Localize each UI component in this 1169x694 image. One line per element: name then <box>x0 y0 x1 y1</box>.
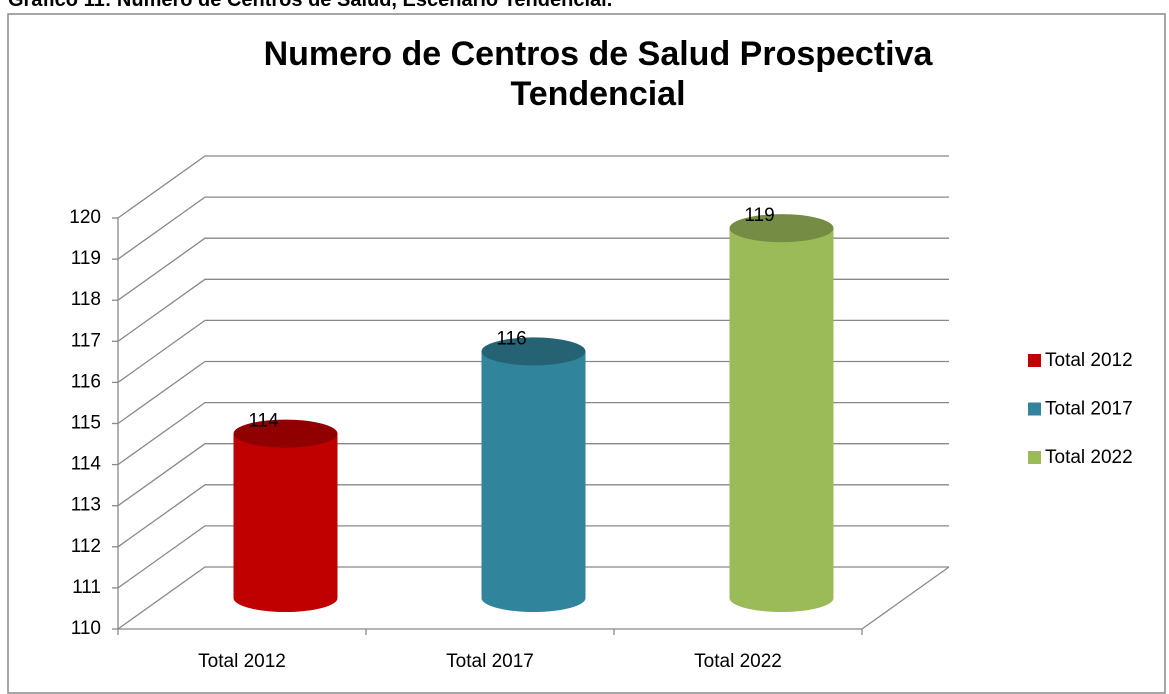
y-tick-label: 113 <box>71 495 101 516</box>
bar-top <box>233 419 338 448</box>
legend-swatch <box>1028 354 1041 367</box>
legend-label: Total 2017 <box>1045 399 1133 420</box>
value-label: 116 <box>496 328 526 349</box>
legend-swatch <box>1028 402 1041 416</box>
y-tick-label: 111 <box>72 577 101 598</box>
grid-line <box>117 319 949 383</box>
y-tick-label: 114 <box>71 454 102 475</box>
grid-line <box>117 401 949 466</box>
value-label: 114 <box>248 411 279 432</box>
y-tick-label: 117 <box>71 330 101 351</box>
y-tick-label: 112 <box>71 536 101 557</box>
legend-label: Total 2012 <box>1045 350 1133 371</box>
y-tick-label: 119 <box>71 248 101 269</box>
bar <box>729 228 834 612</box>
y-tick-label: 118 <box>71 289 101 310</box>
bar-shade <box>481 351 586 612</box>
grid-line <box>117 155 949 219</box>
chart-title: Numero de Centros de Salud Prospectiva T… <box>263 35 933 113</box>
grid-line <box>117 443 949 507</box>
grid-line <box>117 484 949 548</box>
grid-line <box>117 278 949 342</box>
bar <box>481 351 586 612</box>
bar-shade <box>233 433 338 612</box>
y-tick-label: 116 <box>71 371 101 392</box>
x-tick-label: Total 2017 <box>446 651 534 672</box>
chart-frame <box>7 13 1166 694</box>
x-tick-label: Total 2022 <box>694 651 782 672</box>
x-tick-label: Total 2012 <box>198 651 286 672</box>
bar-top <box>729 214 834 243</box>
grid-line <box>117 237 949 301</box>
legend-swatch <box>1028 451 1041 464</box>
grid-line <box>117 525 949 589</box>
legend-label: Total 2022 <box>1045 447 1133 468</box>
y-tick-label: 115 <box>71 413 101 434</box>
y-tick-label: 110 <box>71 618 101 639</box>
grid-line <box>117 196 949 260</box>
caption: Gráfico 11: Número de Centros de Salud, … <box>8 0 613 11</box>
y-tick-label: 120 <box>69 207 101 228</box>
bar <box>233 433 338 612</box>
grid-line <box>117 360 949 425</box>
bar-top <box>481 337 586 366</box>
value-label: 119 <box>744 205 774 226</box>
grid-line <box>117 566 949 630</box>
bar-shade <box>729 228 834 612</box>
